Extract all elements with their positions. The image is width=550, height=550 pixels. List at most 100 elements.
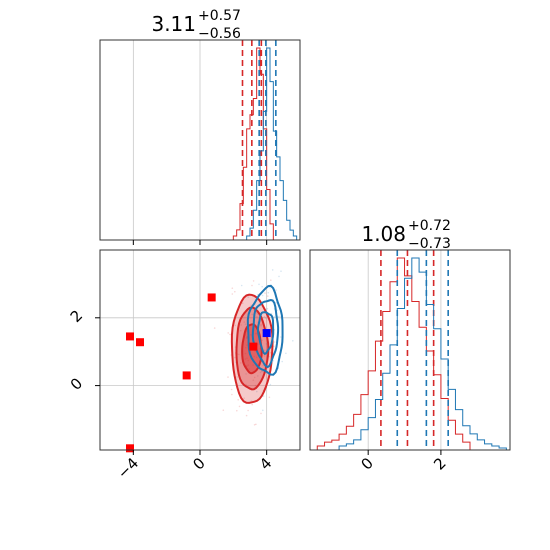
joint-sample-dot <box>260 412 262 415</box>
joint-sample-dot <box>264 292 266 294</box>
joint-marker-2 <box>136 338 144 347</box>
joint-sample-dot <box>246 357 248 360</box>
joint-sample-dot <box>231 287 234 290</box>
joint-sample-dot <box>263 315 266 318</box>
joint-sample-dot <box>258 283 260 286</box>
joint-sample-dot <box>266 307 269 310</box>
joint-sample-dot <box>254 384 257 387</box>
joint-sample-dot <box>244 358 247 360</box>
joint-sample-dot <box>238 353 240 356</box>
joint-sample-dot <box>251 284 253 287</box>
joint-sample-dot <box>240 362 242 364</box>
joint-sample-dot <box>244 323 247 326</box>
joint-xtick-label-2: 4 <box>256 454 275 473</box>
joint-sample-dot <box>237 399 239 401</box>
joint-sample-dot <box>246 344 248 346</box>
joint-sample-dot <box>273 316 276 318</box>
joint-sample-dot <box>247 359 249 362</box>
joint-sample-dot <box>255 423 257 426</box>
joint-sample-dot <box>255 356 258 359</box>
joint-sample-dot <box>246 365 248 367</box>
joint-sample-dot <box>247 364 250 366</box>
joint-sample-dot <box>273 341 276 343</box>
joint-sample-dot <box>275 289 277 291</box>
joint-sample-dot <box>280 270 282 273</box>
joint-ytick-label-0: 0 <box>67 374 86 393</box>
joint-sample-dot <box>252 379 255 382</box>
joint-sample-dot <box>248 368 250 370</box>
joint-sample-dot <box>238 405 241 408</box>
joint-sample-dot <box>245 373 247 375</box>
joint-sample-dot <box>250 334 252 336</box>
joint-sample-dot <box>252 280 255 282</box>
joint-sample-dot <box>261 339 264 342</box>
joint-marker-6 <box>262 329 271 338</box>
joint-sample-dot <box>246 337 248 340</box>
joint-marker-0 <box>207 293 216 302</box>
joint-sample-dot <box>261 285 264 288</box>
joint-sample-dot <box>262 370 264 373</box>
marginal-p2-title-plus: +0.72 <box>408 218 451 234</box>
joint-sample-dot <box>264 317 267 319</box>
joint-sample-dot <box>253 376 256 379</box>
joint-sample-dot <box>245 336 248 339</box>
joint-sample-dot <box>247 296 250 299</box>
marginal-p2-title-minus: −0.73 <box>408 236 451 252</box>
joint-sample-dot <box>260 323 262 326</box>
joint-sample-dot <box>234 324 237 327</box>
joint-sample-dot <box>272 360 275 362</box>
joint-sample-dot <box>277 315 280 318</box>
joint-sample-dot <box>270 279 272 282</box>
joint-sample-dot <box>245 346 247 349</box>
joint-sample-dot <box>255 390 258 393</box>
joint-sample-dot <box>267 291 270 294</box>
joint-sample-dot <box>231 293 234 295</box>
joint-sample-dot <box>269 383 272 386</box>
joint-sample-dot <box>267 295 269 297</box>
joint-marker-3 <box>182 371 191 380</box>
joint-sample-dot <box>260 370 263 373</box>
joint-sample-dot <box>240 284 243 287</box>
joint-sample-dot <box>239 329 242 332</box>
joint-sample-dot <box>244 352 247 355</box>
marginal-p1-title-minus: −0.56 <box>198 26 241 42</box>
joint-sample-dot <box>253 424 256 426</box>
marginal-p2-hist-series-0 <box>310 257 478 451</box>
joint-sample-dot <box>261 294 264 297</box>
marginal-p1-hist-series-1 <box>246 47 298 240</box>
joint-sample-dot <box>259 371 262 374</box>
joint-sample-dot <box>253 355 255 358</box>
marginal-p2-title-value: 1.08 <box>361 222 406 246</box>
joint-xtick-label-1: 0 <box>189 454 208 473</box>
marginal-p2-xtick-label-1: 2 <box>430 454 449 473</box>
joint-sample-dot <box>240 324 242 326</box>
joint-sample-dot <box>262 395 265 397</box>
marginal-p1-title-value: 3.11 <box>151 12 196 36</box>
joint-sample-dot <box>231 393 233 396</box>
joint-sample-dot <box>227 332 229 334</box>
joint-ytick-label-1: 2 <box>67 307 86 326</box>
joint-sample-dot <box>262 364 264 367</box>
joint-sample-dot <box>269 287 271 289</box>
joint-sample-dot <box>252 364 254 366</box>
joint-sample-dot <box>251 313 253 316</box>
joint-sample-dot <box>265 343 268 345</box>
joint-sample-dot <box>247 409 249 412</box>
joint-sample-dot <box>268 396 271 399</box>
joint-sample-dot <box>255 332 257 335</box>
joint-sample-dot <box>236 409 238 412</box>
joint-contour-series-1-level-0 <box>256 311 275 356</box>
joint-sample-dot <box>278 275 280 278</box>
joint-contour-series-1-level-1 <box>251 298 280 369</box>
marginal-p1-panel: 3.11 +0.57 −0.56 <box>132 8 298 240</box>
marginal-p2-hist-series-1 <box>331 257 507 451</box>
joint-sample-dot <box>292 340 294 342</box>
joint-sample-dot <box>257 375 259 377</box>
joint-sample-dot <box>255 312 258 314</box>
joint-sample-dot <box>271 269 274 271</box>
joint-sample-dot <box>222 409 225 412</box>
joint-sample-dot <box>260 325 262 327</box>
joint-sample-dot <box>279 315 281 318</box>
joint-sample-dot <box>230 388 233 391</box>
joint-sample-dot <box>256 316 258 318</box>
